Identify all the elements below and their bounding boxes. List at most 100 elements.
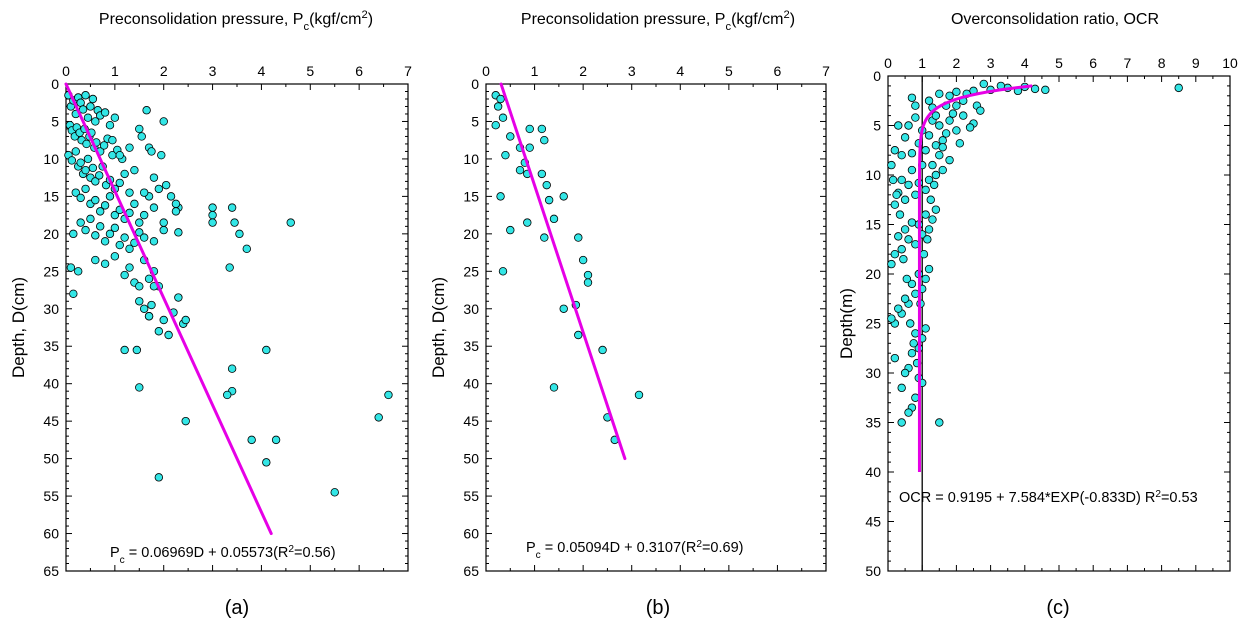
scatter-point (132, 345, 142, 355)
scatter-point (69, 289, 78, 298)
scatter-point (540, 233, 549, 242)
scatter-points (491, 91, 644, 445)
scatter-point (523, 218, 532, 227)
x-tick-label: 3 (987, 55, 995, 71)
scatter-point (583, 278, 593, 287)
scatter-point (941, 129, 951, 138)
scatter-point (506, 132, 515, 141)
scatter-point (166, 192, 176, 201)
x-tick-label: 4 (258, 63, 266, 79)
y-axis-label: Depth(m) (837, 288, 856, 359)
scatter-point (935, 150, 944, 160)
chart-title-part: (kgf/cm (309, 11, 361, 28)
panel-label: (a) (225, 597, 249, 619)
y-tick-label: 15 (463, 188, 479, 204)
x-tick-label: 9 (1192, 55, 1200, 71)
scatter-point (900, 225, 910, 234)
scatter-point (921, 210, 930, 219)
x-tick-label: 5 (725, 63, 733, 79)
scatter-point (330, 488, 339, 497)
scatter-point (897, 150, 906, 160)
scatter-point (921, 146, 930, 155)
scatter-point (887, 259, 896, 269)
scatter-point (907, 93, 917, 102)
x-tick-label: 0 (62, 63, 70, 79)
fit-equation: OCR = 0.9195 + 7.584*EXP(-0.833D) R2=0.5… (899, 489, 1198, 507)
x-tick-label: 1 (531, 63, 539, 79)
scatter-point (904, 408, 913, 417)
scatter-point (907, 165, 917, 175)
scatter-point (105, 229, 115, 239)
scatter-point (887, 160, 896, 170)
x-tick-label: 2 (579, 63, 587, 79)
scatter-point (907, 279, 917, 289)
x-tick-label: 2 (953, 55, 961, 71)
y-tick-label: 0 (471, 76, 479, 92)
scatter-point (634, 390, 644, 400)
scatter-point (139, 233, 149, 242)
chart-panel-b: Preconsolidation pressure, Pc(kgf/cm2)0 1… (429, 9, 830, 619)
chart-title-part: (kgf/cm (731, 11, 783, 28)
y-axis-label: Depth, D(cm) (9, 277, 28, 378)
scatter-point (174, 228, 183, 237)
x-tick-label: 10 (1222, 55, 1238, 71)
scatter-point (894, 121, 903, 130)
scatter-point (125, 188, 134, 197)
scatter-point (157, 150, 166, 160)
scatter-point (935, 121, 944, 130)
chart-title: Preconsolidation pressure, Pc(kgf/cm2) (99, 9, 373, 33)
y-tick-label: 65 (463, 563, 479, 579)
scatter-point (890, 249, 900, 259)
y-tick-label: 60 (463, 526, 479, 542)
y-tick-label: 25 (43, 263, 59, 279)
scatter-point (498, 113, 508, 122)
scatter-point (909, 339, 918, 348)
y-tick-label: 55 (463, 488, 479, 504)
scatter-point (135, 383, 144, 392)
chart-title-part: c (303, 21, 309, 33)
scatter-point (91, 117, 100, 126)
scatter-point (559, 192, 568, 201)
panel-label: (b) (646, 597, 670, 619)
scatter-point (924, 131, 934, 140)
chart-title-part: 2 (362, 9, 368, 21)
scatter-point (81, 91, 90, 100)
scatter-point (100, 259, 110, 269)
scatter-point (181, 315, 190, 325)
fit-equation-part: 2 (696, 539, 702, 550)
scatter-point (76, 218, 85, 227)
y-tick-label: 10 (43, 151, 59, 167)
scatter-point (208, 210, 217, 220)
scatter-point (142, 106, 151, 115)
scatter-point (493, 102, 503, 111)
scatter-point (135, 282, 144, 291)
scatter-point (125, 263, 134, 272)
scatter-point (549, 383, 559, 392)
scatter-point (161, 180, 171, 190)
scatter-point (1030, 84, 1040, 94)
x-tick-label: 3 (209, 63, 217, 79)
scatter-point (498, 267, 508, 276)
scatter-point (76, 193, 85, 203)
y-tick-label: 5 (873, 118, 881, 134)
y-tick-label: 60 (43, 526, 59, 542)
scatter-point (95, 207, 105, 216)
scatter-point (501, 150, 510, 160)
x-tick-label: 5 (1055, 55, 1063, 71)
scatter-point (164, 330, 173, 340)
y-tick-label: 50 (463, 451, 479, 467)
x-tick-label: 4 (1021, 55, 1029, 71)
scatter-point (159, 315, 168, 325)
scatter-point (911, 101, 920, 110)
scatter-point (897, 383, 906, 393)
scatter-point (247, 435, 256, 445)
scatter-point (931, 141, 941, 150)
scatter-point (86, 214, 95, 224)
fit-equation-part: = 0.06969D + 0.05573(R (125, 545, 289, 561)
scatter-point (900, 133, 910, 142)
scatter-point (537, 124, 547, 134)
scatter-point (583, 270, 593, 280)
scatter-point (902, 274, 912, 284)
scatter-point (923, 235, 932, 244)
